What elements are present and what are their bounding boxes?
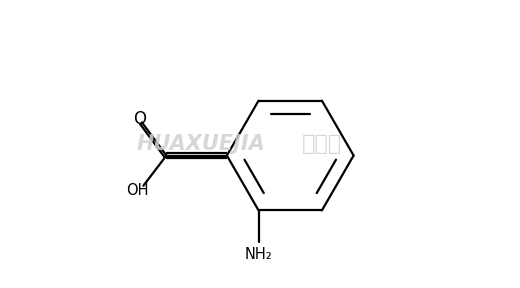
Text: NH₂: NH₂ bbox=[245, 247, 272, 262]
Text: O: O bbox=[133, 110, 146, 128]
Text: 化学加: 化学加 bbox=[302, 134, 342, 154]
Text: HUAXUEJIA: HUAXUEJIA bbox=[137, 134, 265, 154]
Text: OH: OH bbox=[126, 183, 148, 198]
